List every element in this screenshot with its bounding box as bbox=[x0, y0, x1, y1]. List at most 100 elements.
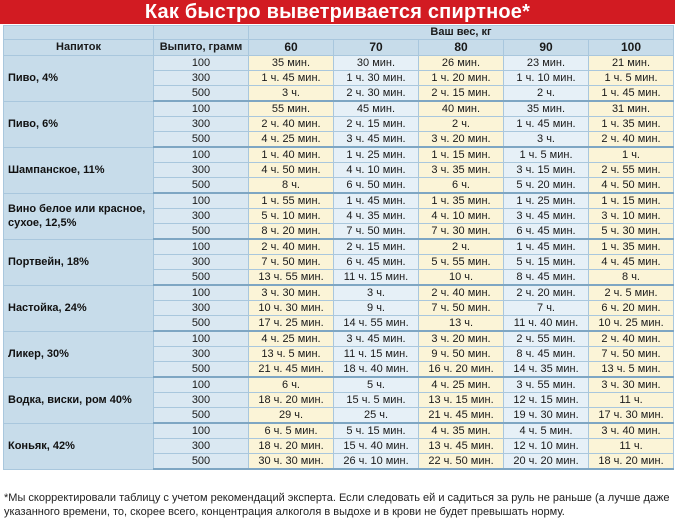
time-cell: 3 ч. 30 мин. bbox=[587, 376, 675, 393]
time-cell: 2 ч. bbox=[418, 116, 504, 132]
time-cell: 4 ч. 50 мин. bbox=[248, 162, 334, 178]
time-cell: 23 мин. bbox=[503, 55, 589, 71]
time-cell: 45 мин. bbox=[333, 100, 419, 117]
table-subheader-row: Напиток Выпито, грамм 60 70 80 90 100 bbox=[3, 39, 675, 56]
drink-name: Коньяк, 42% bbox=[3, 422, 154, 470]
footnote-line: указанного времени, то, скорее всего, ко… bbox=[4, 506, 565, 518]
time-cell: 3 ч. 30 мин. bbox=[248, 284, 334, 301]
time-cell: 31 мин. bbox=[587, 100, 675, 117]
time-cell: 2 ч. 40 мин. bbox=[248, 116, 334, 132]
time-cell: 2 ч. bbox=[418, 238, 504, 255]
time-cell: 1 ч. bbox=[587, 146, 675, 163]
time-cell: 10 ч. bbox=[418, 269, 504, 286]
table-row: 300 2 ч. 40 мин. 2 ч. 15 мин. 2 ч. 1 ч. 45 м… bbox=[4, 116, 675, 132]
time-cell: 2 ч. 15 мин. bbox=[333, 238, 419, 255]
time-cell: 9 ч. bbox=[333, 300, 419, 316]
time-cell: 1 ч. 35 мин. bbox=[587, 238, 675, 255]
time-cell: 20 ч. 20 мин. bbox=[503, 453, 589, 470]
amount-cell: 300 bbox=[153, 162, 249, 178]
amount-cell: 100 bbox=[153, 192, 249, 209]
time-cell: 5 ч. 10 мин. bbox=[248, 208, 334, 224]
table-row: 300 4 ч. 50 мин. 4 ч. 10 мин. 3 ч. 35 мин. 3… bbox=[4, 162, 675, 178]
table-row: 500 13 ч. 55 мин. 11 ч. 15 мин. 10 ч. 8 ч. 4… bbox=[4, 269, 675, 286]
time-cell: 1 ч. 45 мин. bbox=[333, 192, 419, 209]
amount-cell: 300 bbox=[153, 254, 249, 270]
table-row: 500 17 ч. 25 мин. 14 ч. 55 мин. 13 ч. 11 ч. … bbox=[4, 315, 675, 332]
footnote-line: *Мы скорректировали таблицу с учетом рек… bbox=[4, 492, 672, 504]
header-blank bbox=[153, 25, 249, 40]
drink-column-header: Напиток bbox=[3, 39, 154, 56]
time-cell: 35 мин. bbox=[503, 100, 589, 117]
time-cell: 11 ч. 40 мин. bbox=[503, 315, 589, 332]
time-cell: 1 ч. 45 мин. bbox=[587, 85, 675, 102]
time-cell: 3 ч. 55 мин. bbox=[503, 376, 589, 393]
amount-cell: 500 bbox=[153, 131, 249, 148]
table-row: 500 8 ч. 6 ч. 50 мин. 6 ч. 5 ч. 20 мин. 4 ч. … bbox=[4, 177, 675, 194]
time-cell: 2 ч. 5 мин. bbox=[587, 284, 675, 301]
time-cell: 18 ч. 20 мин. bbox=[248, 392, 334, 408]
amount-cell: 300 bbox=[153, 300, 249, 316]
page-title: Как быстро выветривается спиртное* bbox=[0, 0, 675, 24]
amount-cell: 100 bbox=[153, 238, 249, 255]
time-cell: 2 ч. bbox=[503, 85, 589, 102]
time-cell: 18 ч. 20 мин. bbox=[587, 453, 675, 470]
time-cell: 2 ч. 40 мин. bbox=[248, 238, 334, 255]
time-cell: 5 ч. 15 мин. bbox=[503, 254, 589, 270]
drink-name: Водка, виски, ром 40% bbox=[3, 376, 154, 424]
amount-cell: 500 bbox=[153, 269, 249, 286]
time-cell: 3 ч. 45 мин. bbox=[333, 330, 419, 347]
amount-cell: 100 bbox=[153, 376, 249, 393]
time-cell: 11 ч. bbox=[587, 392, 675, 408]
time-cell: 3 ч. bbox=[248, 85, 334, 102]
time-cell: 3 ч. 35 мин. bbox=[418, 162, 504, 178]
amount-cell: 100 bbox=[153, 422, 249, 439]
table-row: 300 18 ч. 20 мин. 15 ч. 5 мин. 13 ч. 15 мин… bbox=[4, 392, 675, 408]
table-row: Водка, виски, ром 40% 100 6 ч. 5 ч. 4 ч. 25 … bbox=[3, 376, 675, 424]
time-cell: 1 ч. 35 мин. bbox=[418, 192, 504, 209]
header-blank bbox=[3, 25, 154, 40]
time-cell: 13 ч. 55 мин. bbox=[248, 269, 334, 286]
table-row: 300 1 ч. 45 мин. 1 ч. 30 мин. 1 ч. 20 мин. 1… bbox=[4, 70, 675, 86]
drink-name: Ликер, 30% bbox=[3, 330, 154, 378]
time-cell: 11 ч. 15 мин. bbox=[333, 346, 419, 362]
alcohol-elimination-table: Ваш вес, кг Напиток Выпито, грамм 60 70 … bbox=[3, 25, 675, 470]
time-cell: 12 ч. 10 мин. bbox=[503, 438, 589, 454]
time-cell: 2 ч. 55 мин. bbox=[503, 330, 589, 347]
time-cell: 26 ч. 10 мин. bbox=[333, 453, 419, 470]
time-cell: 21 ч. 45 мин. bbox=[248, 361, 334, 378]
amount-cell: 500 bbox=[153, 407, 249, 424]
time-cell: 11 ч. bbox=[587, 438, 675, 454]
time-cell: 12 ч. 15 мин. bbox=[503, 392, 589, 408]
time-cell: 6 ч. bbox=[418, 177, 504, 194]
time-cell: 21 мин. bbox=[587, 55, 675, 71]
table-row: 300 18 ч. 20 мин. 15 ч. 40 мин. 13 ч. 45 ми… bbox=[4, 438, 675, 454]
time-cell: 18 ч. 20 мин. bbox=[248, 438, 334, 454]
time-cell: 15 ч. 5 мин. bbox=[333, 392, 419, 408]
amount-cell: 100 bbox=[153, 100, 249, 117]
time-cell: 1 ч. 10 мин. bbox=[503, 70, 589, 86]
time-cell: 6 ч. 20 мин. bbox=[587, 300, 675, 316]
time-cell: 13 ч. 5 мин. bbox=[248, 346, 334, 362]
time-cell: 3 ч. 45 мин. bbox=[333, 131, 419, 148]
time-cell: 29 ч. bbox=[248, 407, 334, 424]
amount-cell: 300 bbox=[153, 392, 249, 408]
time-cell: 26 мин. bbox=[418, 55, 504, 71]
time-cell: 8 ч. bbox=[587, 269, 675, 286]
table-row: 300 5 ч. 10 мин. 4 ч. 35 мин. 4 ч. 10 мин. 3… bbox=[4, 208, 675, 224]
amount-cell: 500 bbox=[153, 85, 249, 102]
time-cell: 30 ч. 30 мин. bbox=[248, 453, 334, 470]
table-row: 500 29 ч. 25 ч. 21 ч. 45 мин. 19 ч. 30 мин. 1… bbox=[4, 407, 675, 424]
amount-column-header: Выпито, грамм bbox=[153, 39, 249, 56]
time-cell: 25 ч. bbox=[333, 407, 419, 424]
time-cell: 4 ч. 25 мин. bbox=[248, 131, 334, 148]
time-cell: 1 ч. 5 мин. bbox=[587, 70, 675, 86]
time-cell: 5 ч. 55 мин. bbox=[418, 254, 504, 270]
time-cell: 22 ч. 50 мин. bbox=[418, 453, 504, 470]
drink-name: Пиво, 4% bbox=[3, 55, 154, 102]
time-cell: 14 ч. 55 мин. bbox=[333, 315, 419, 332]
table-row: Пиво, 6% 100 55 мин. 45 мин. 40 мин. 35 мин. 3… bbox=[3, 100, 675, 148]
time-cell: 5 ч. bbox=[333, 376, 419, 393]
time-cell: 7 ч. 50 мин. bbox=[333, 223, 419, 240]
amount-cell: 100 bbox=[153, 55, 249, 71]
time-cell: 5 ч. 20 мин. bbox=[503, 177, 589, 194]
